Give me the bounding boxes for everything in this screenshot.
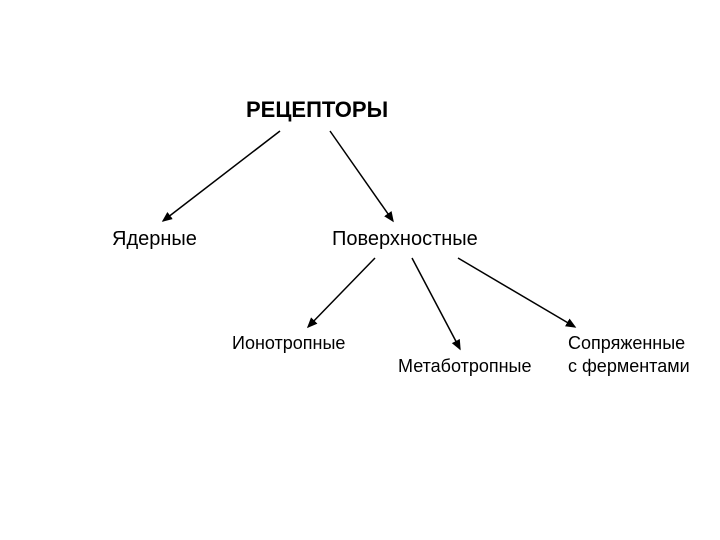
- diagram-edge: [458, 258, 575, 327]
- diagram-arrows: [0, 0, 720, 540]
- node-surface: Поверхностные: [332, 228, 478, 251]
- diagram-edge: [308, 258, 375, 327]
- node-metabotropic: Метаботропные: [398, 356, 532, 377]
- node-enzyme-line2: с ферментами: [568, 356, 690, 377]
- diagram-edge: [330, 131, 393, 221]
- node-enzyme-line1: Сопряженные: [568, 333, 685, 354]
- node-nuclear: Ядерные: [112, 228, 197, 251]
- diagram-edge: [163, 131, 280, 221]
- node-ionotropic: Ионотропные: [232, 333, 345, 354]
- diagram-edge: [412, 258, 460, 349]
- node-root: РЕЦЕПТОРЫ: [246, 97, 388, 123]
